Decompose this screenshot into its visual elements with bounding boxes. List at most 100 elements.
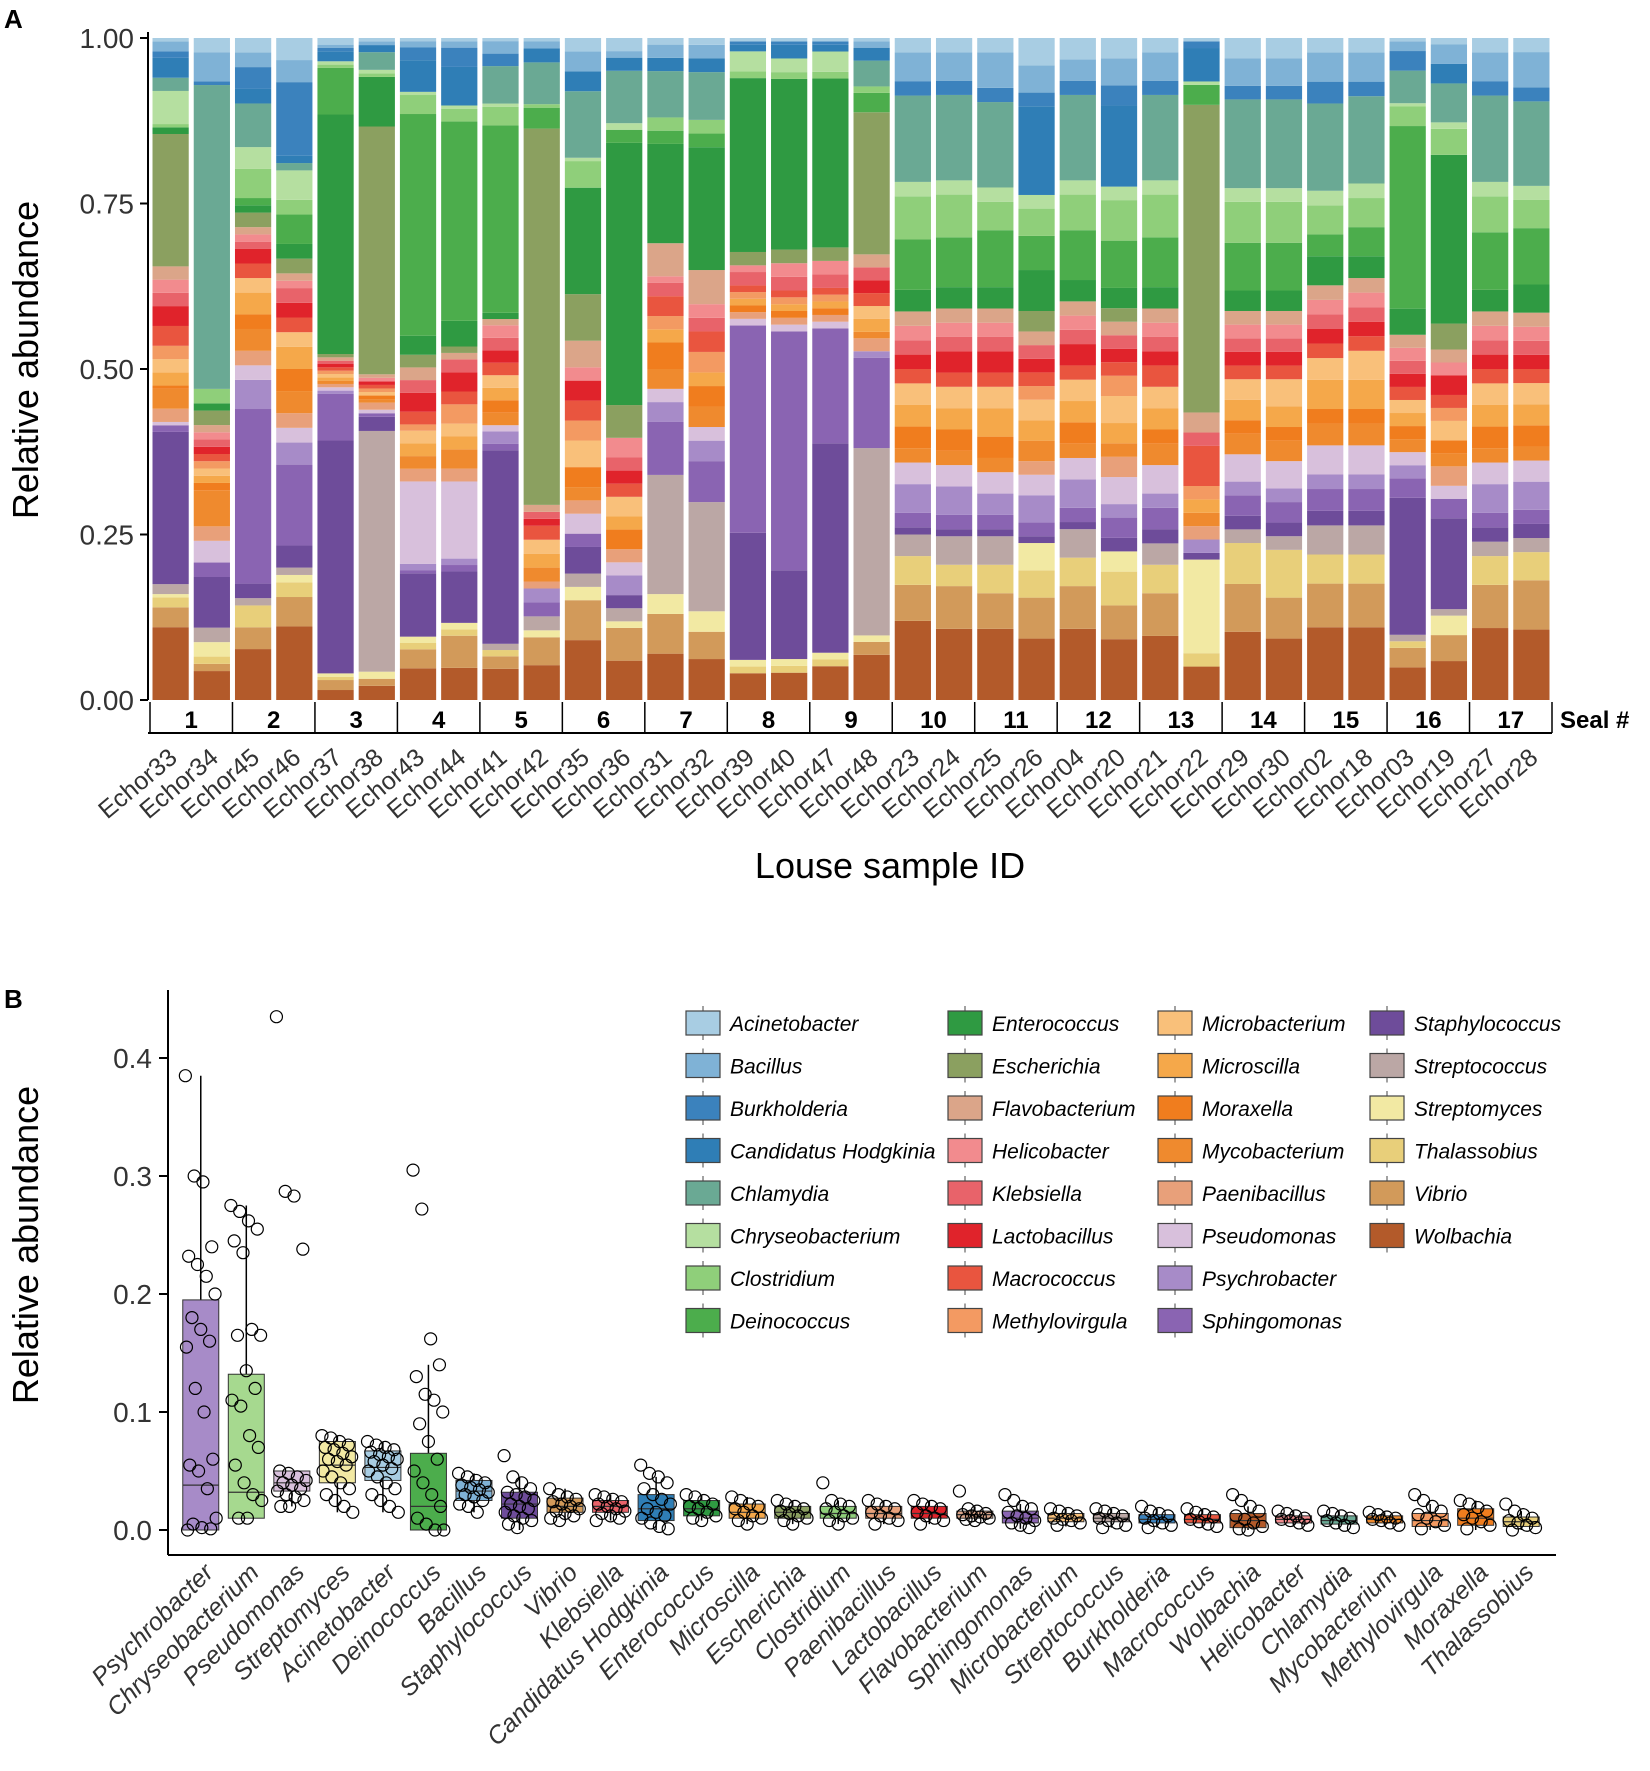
bar-segment [853,306,890,319]
bar-segment [1059,194,1096,231]
bar-segment [1224,529,1261,544]
bar-segment [1265,597,1303,639]
bar-segment [894,289,931,312]
data-point [1320,1513,1334,1528]
bar-segment [1265,427,1303,441]
bar-segment [606,627,643,661]
bar-segment [1472,38,1509,53]
bar-segment [1100,58,1138,86]
bar-segment [1018,372,1055,387]
data-point [415,1202,429,1216]
data-point [1460,1522,1474,1536]
bar-segment [935,586,973,629]
legend-swatch [1157,1010,1193,1036]
panel-a-y-tick-label: 0.50 [80,354,135,385]
bar-segment [1265,536,1303,550]
bar-segment [812,314,849,322]
legend-item: Vibrio [1369,1176,1468,1210]
data-point [1013,1518,1027,1532]
bar-segment [688,58,725,73]
bar-segment [152,38,189,42]
bar-segment [688,270,725,305]
data-point [455,1478,469,1492]
bar-segment [441,436,478,450]
data-point [1007,1493,1021,1508]
data-point [436,1405,450,1419]
bar-segment [358,374,395,378]
bar-segment [771,78,808,250]
bar-segment [771,304,808,311]
bar-segment [1183,539,1220,553]
bar-segment [193,577,230,628]
bar-segment [894,512,931,528]
bar-segment [564,71,602,92]
bar-segment [276,243,313,259]
bar-segment [193,432,230,440]
bar-segment [1348,81,1385,97]
bar-segment [564,467,602,488]
bar-segment [234,205,272,213]
bar-segment [853,331,890,339]
bar-segment [688,133,725,148]
data-point [234,1399,248,1413]
panel-a-y-axis-title: Relative abundance [5,201,46,519]
bar-segment [1348,278,1385,293]
bar-segment [1100,456,1138,478]
bar-segment [812,294,849,302]
data-point [861,1493,875,1508]
bar-segment [399,668,437,700]
bar-segment [193,461,230,469]
bar-segment [317,367,354,371]
box-acinetobacter [360,1434,405,1519]
legend-item: Macrococcus [947,1261,1116,1295]
bar-segment [482,431,519,444]
data-point [433,1499,448,1514]
bar-segment [1513,404,1550,426]
bar-segment [853,338,890,352]
bar-segment [1513,199,1550,229]
bar-segment [523,107,560,129]
panel-a-stacked-bar-chart: 0.000.250.500.751.00Echor33Echor34Echor4… [80,23,1553,824]
bar-segment [1100,639,1138,700]
data-point [1474,1515,1488,1529]
bar-segment [1018,495,1055,523]
panel-b-y-tick-label: 0.0 [113,1515,152,1546]
legend-item: Clostridium [685,1261,835,1295]
bar-segment [1142,351,1179,366]
bar-segment [935,465,973,487]
data-point [1499,1497,1513,1511]
data-point [1096,1521,1110,1535]
bar-segment [894,556,931,585]
bar-segment [1142,635,1179,700]
bar-segment [152,77,189,91]
bar-segment [688,372,725,387]
bar-segment [935,287,973,309]
bar-segment [977,187,1014,202]
bar-segment [894,527,931,535]
bar-segment [647,329,684,343]
bar-segment [399,91,437,96]
legend-item: Streptococcus [1369,1048,1548,1083]
bar-segment [1513,228,1550,285]
bar-segment [1018,399,1055,421]
panel-a-y-tick-label: 1.00 [80,23,135,54]
legend-swatch [1157,1095,1193,1121]
data-point [273,1464,287,1478]
bar-segment [935,486,973,515]
data-point [1317,1504,1331,1518]
bar-segment [152,388,189,409]
bar-segment [1100,362,1138,376]
bar-segment [729,272,767,286]
data-point [240,1511,254,1525]
bar-segment [276,567,313,575]
data-point [1483,1518,1497,1532]
bar-segment [523,616,560,631]
bar-segment [1472,426,1509,449]
sample-bar [276,38,313,700]
bar-segment [812,260,849,275]
data-point [725,1490,739,1504]
bar-segment [1265,351,1303,366]
bar-segment [1018,570,1055,598]
box-thalassobius [1499,1497,1543,1537]
bar-segment [1348,307,1385,322]
